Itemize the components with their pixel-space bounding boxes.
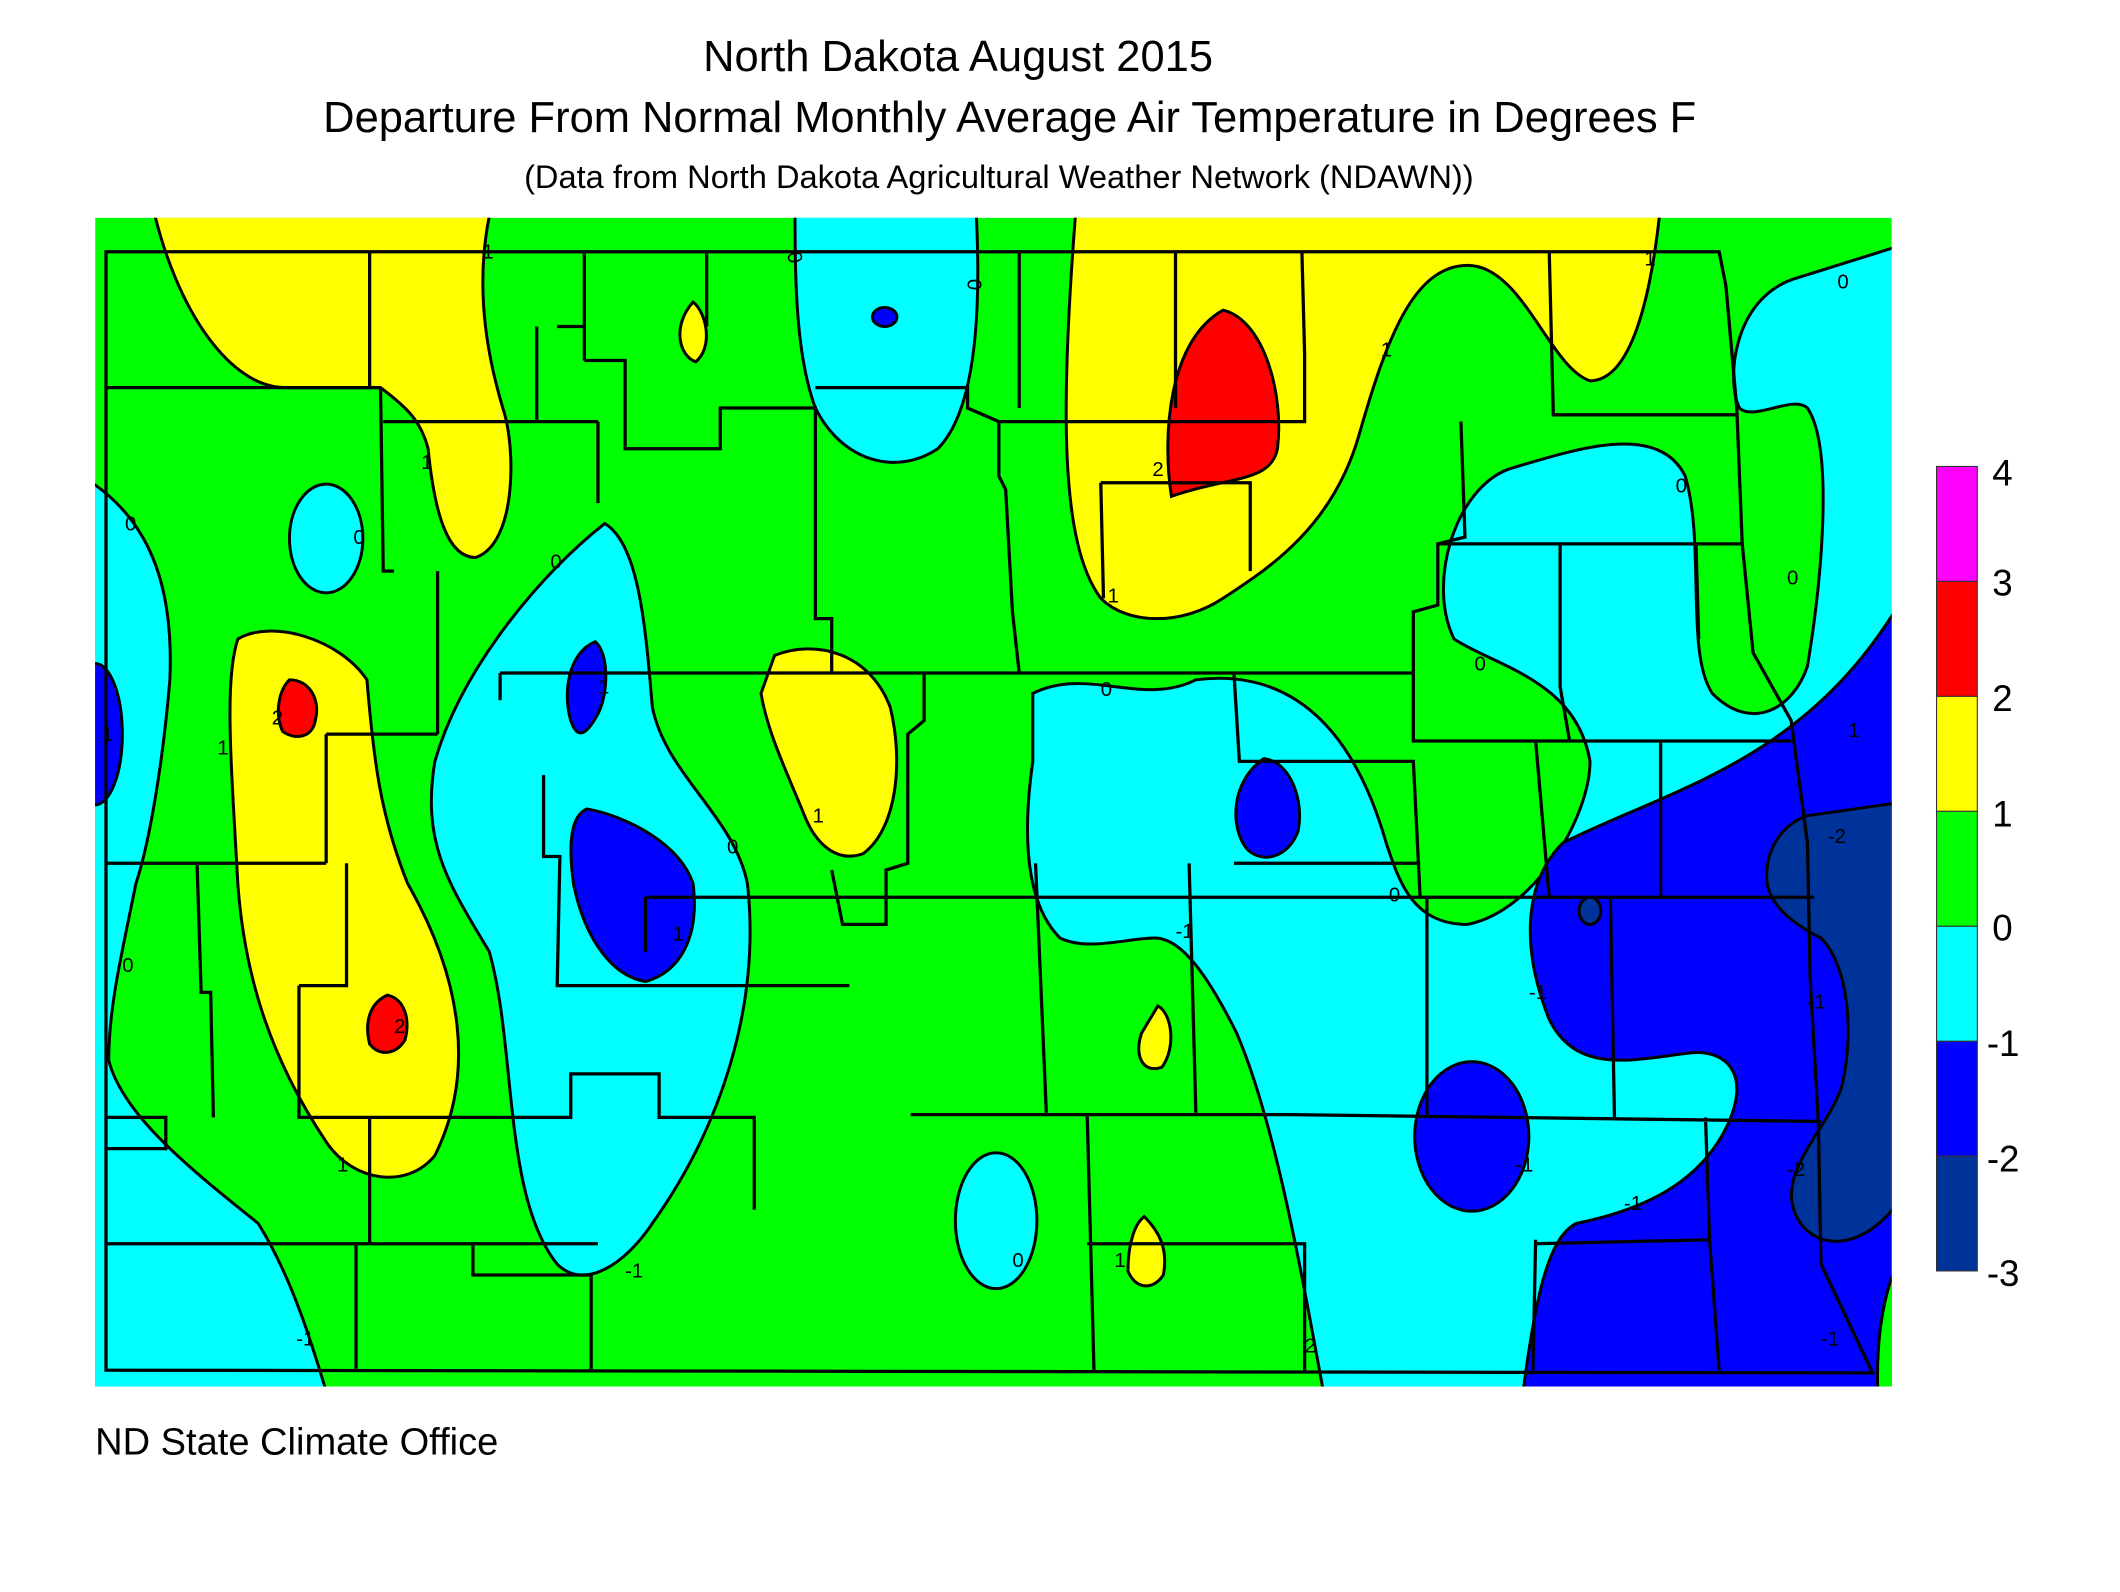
- contour-label: -2: [1828, 826, 1846, 848]
- band-1-to-2-south-small-a: [1137, 1004, 1173, 1071]
- contour-label: 0: [1101, 679, 1112, 701]
- contour-label: 1: [337, 1155, 348, 1177]
- colorbar-band-neg1-to-0: [1935, 925, 1978, 1042]
- contour-label: 1: [673, 924, 684, 946]
- contour-label: -1: [1529, 982, 1547, 1004]
- band-neg2-to-neg1-southeast-spot: [1413, 1060, 1531, 1213]
- contour-label: 1: [598, 676, 609, 698]
- colorbar-band-1-to-2: [1935, 695, 1978, 812]
- contour-label: 1: [102, 724, 113, 746]
- contour-label: 0: [1389, 884, 1400, 906]
- band-2-to-3-west-south: [366, 993, 409, 1054]
- contour-label: 0: [727, 837, 738, 859]
- colorbar-tick: -3: [1987, 1253, 2020, 1294]
- band-neg2-to-neg1-west-edge: [95, 662, 124, 807]
- contour-label: 2: [272, 708, 283, 730]
- band-neg1-to-0-south-central: [953, 1151, 1039, 1291]
- colorbar-tick: 3: [1992, 563, 2012, 604]
- band-0-to-1-southeast-corner: [1876, 1275, 1892, 1387]
- map-source-note: (Data from North Dakota Agricultural Wea…: [524, 158, 1474, 195]
- contour-label: 0: [963, 279, 985, 290]
- colorbar-tick: 0: [1992, 908, 2012, 949]
- credit-text: ND State Climate Office: [95, 1421, 498, 1463]
- contour-label: 1: [1381, 339, 1392, 361]
- contour-label: 0: [125, 513, 136, 535]
- contour-label: 1: [1848, 720, 1859, 742]
- colorbar-tick: -2: [1987, 1139, 2020, 1180]
- colorbar-band-0-to-1: [1935, 810, 1978, 927]
- band-neg2-to-neg1-west-central: [569, 807, 696, 984]
- band-neg2-to-neg1-north-dot: [870, 305, 899, 328]
- contour-label: 1: [813, 806, 824, 828]
- colorbar-legend: 4 3 2 1 0 -1 -2 -3: [1935, 452, 2020, 1294]
- contour-fill-layer: [95, 217, 1892, 1387]
- contour-label: 1: [217, 738, 228, 760]
- contour-labels: 1 0 0 1 0 0 0 1 1 2 2 1 1 0 1 1 0 1 0 0 …: [102, 242, 1860, 1358]
- contour-label: 1: [1114, 1250, 1125, 1272]
- contour-label: -1: [1624, 1193, 1642, 1215]
- band-1-to-2-central: [759, 647, 899, 858]
- contour-label: 0: [782, 250, 806, 265]
- contour-label: -1: [1821, 1329, 1839, 1351]
- contour-label: -1: [1176, 921, 1194, 943]
- county-boundaries: [104, 250, 1876, 1375]
- band-neg3-to-neg2-small: [1577, 895, 1603, 926]
- band-1-to-2-small: [678, 299, 708, 364]
- band-neg1-to-0-east: [1026, 246, 1892, 1387]
- band-neg2-to-neg1-east-spot: [1234, 757, 1302, 859]
- contour-label: -1: [625, 1261, 643, 1283]
- colorbar-tick: 1: [1992, 794, 2012, 835]
- map-title: North Dakota August 2015: [703, 33, 1213, 81]
- colorbar-band-neg3-to-neg2: [1935, 1155, 1978, 1272]
- colorbar-tick: 4: [1992, 452, 2012, 493]
- contour-label: 0: [1676, 475, 1687, 497]
- contour-label: 2: [394, 1016, 405, 1038]
- band-2-to-3-west-north: [276, 678, 319, 738]
- contour-label: -1: [296, 1329, 314, 1351]
- contour-label: 1: [482, 242, 493, 264]
- contour-label: 0: [550, 551, 561, 573]
- contour-label: 0: [1837, 271, 1848, 293]
- contour-label: -2: [1787, 1159, 1805, 1181]
- colorbar-tick: -1: [1987, 1023, 2020, 1064]
- contour-label: -1: [1807, 992, 1825, 1014]
- contour-label: 0: [353, 527, 364, 549]
- contour-label: 2: [1152, 459, 1163, 481]
- contour-label: 0: [1474, 653, 1485, 675]
- colorbar-band-neg2-to-neg1: [1935, 1040, 1978, 1157]
- contour-label: 2: [1305, 1336, 1316, 1358]
- band-neg1-to-0-west-edge: [95, 483, 327, 1387]
- contour-label: 0: [1012, 1250, 1023, 1272]
- band-neg1-to-0-north-central: [793, 217, 980, 464]
- band-neg1-to-0-northwest-small: [287, 482, 365, 595]
- contour-label: -1: [1515, 1155, 1533, 1177]
- band-1-to-2-south-small-b: [1126, 1214, 1167, 1288]
- colorbar-band-3-to-4: [1935, 465, 1978, 582]
- contour-label: 1: [1644, 248, 1655, 270]
- contour-label: 0: [122, 955, 133, 977]
- contour-label: 0: [1787, 568, 1798, 590]
- colorbar-band-2-to-3: [1935, 580, 1978, 697]
- colorbar-tick: 2: [1992, 678, 2012, 719]
- contour-label: 1: [1108, 585, 1119, 607]
- map-subtitle: Departure From Normal Monthly Average Ai…: [323, 94, 1696, 142]
- contour-label: 1: [421, 452, 432, 474]
